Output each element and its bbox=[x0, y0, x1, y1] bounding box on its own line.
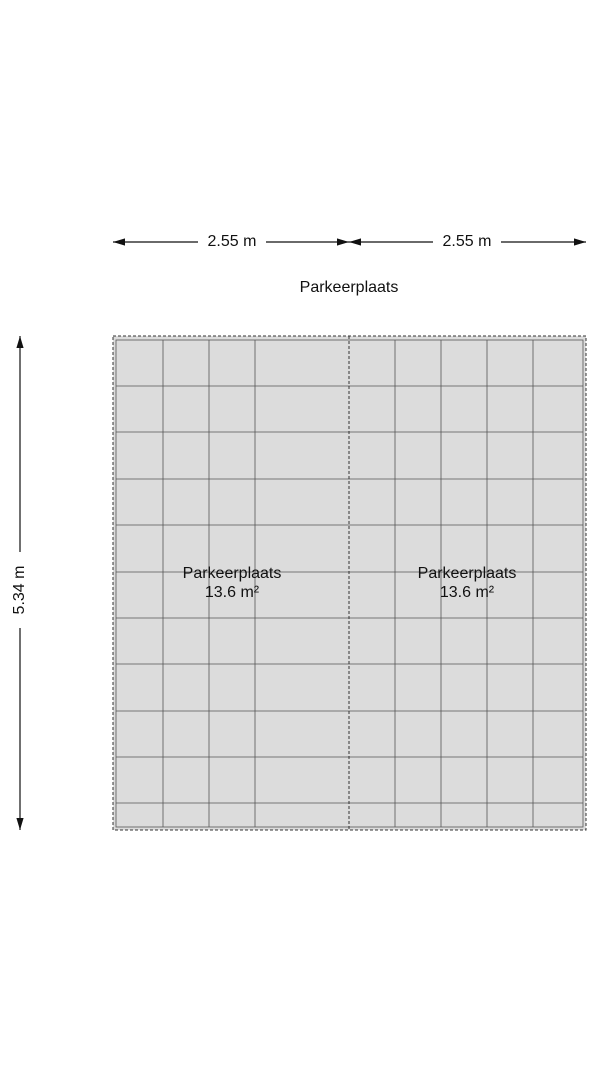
plan bbox=[112, 335, 587, 831]
dimension-label: 2.55 m bbox=[443, 233, 492, 250]
dimension-label: 2.55 m bbox=[208, 233, 257, 250]
room-name: Parkeerplaats bbox=[183, 565, 282, 582]
dimension-label: 5.34 m bbox=[11, 566, 28, 615]
room-area: 13.6 m² bbox=[205, 584, 260, 601]
room-area: 13.6 m² bbox=[440, 584, 495, 601]
room-name: Parkeerplaats bbox=[418, 565, 517, 582]
plan-title: Parkeerplaats bbox=[300, 279, 399, 296]
